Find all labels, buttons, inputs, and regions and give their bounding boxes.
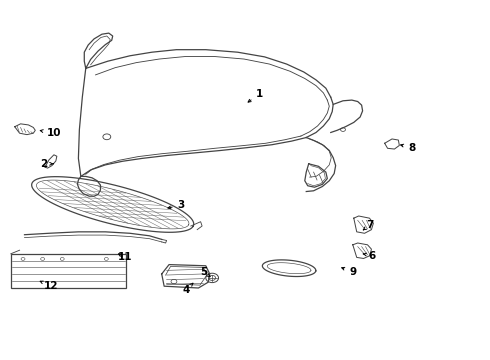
Text: 11: 11 [118, 252, 132, 262]
Text: 12: 12 [40, 281, 59, 291]
Text: 7: 7 [363, 220, 374, 230]
Bar [11, 254, 126, 288]
Text: 2: 2 [41, 159, 53, 169]
Text: 6: 6 [363, 251, 376, 261]
Text: 5: 5 [200, 267, 210, 277]
Text: 1: 1 [248, 89, 263, 102]
Text: 4: 4 [182, 283, 193, 295]
Text: 3: 3 [168, 200, 185, 210]
Text: 8: 8 [401, 143, 415, 153]
Text: 9: 9 [342, 267, 356, 277]
Text: 10: 10 [40, 128, 61, 138]
